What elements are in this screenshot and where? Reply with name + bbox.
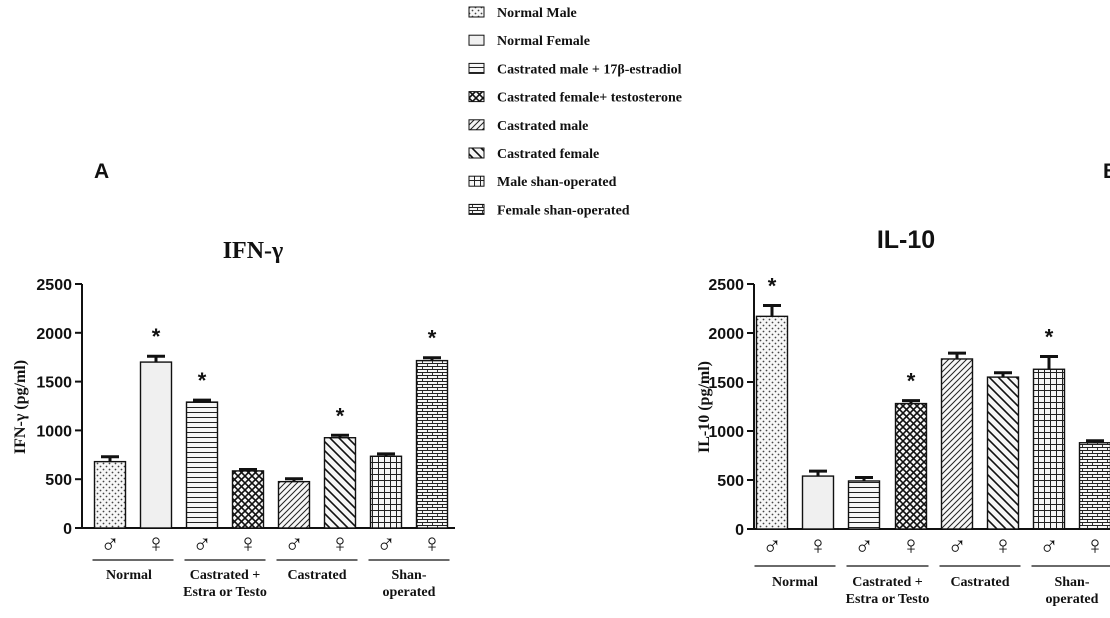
ifn-gamma-group-label: Estra or Testo: [183, 585, 267, 600]
il10-y-tick-label: 1500: [708, 375, 744, 392]
legend-swatch-normal-male: [469, 7, 484, 17]
il10-bar-male-shan-operated: [1034, 369, 1065, 529]
il10-significance-asterisk: *: [768, 274, 777, 299]
il10-group-label: Shan-: [1054, 575, 1089, 590]
il10-y-tick-label: 500: [717, 473, 744, 490]
male-symbol: ♂: [284, 528, 304, 558]
male-symbol: ♂: [854, 530, 874, 560]
ifn-gamma-significance-asterisk: *: [428, 326, 437, 351]
legend-swatch-normal-female: [469, 35, 484, 45]
legend-swatch-female-shan-operated: [469, 204, 484, 214]
il10-bar-female-shan-operated: [1080, 443, 1110, 529]
il10-bar-castrated-female: [988, 377, 1019, 529]
il10-y-tick-label: 0: [735, 522, 744, 539]
il10-bar-castrated-male: [942, 359, 973, 529]
ifn-gamma-significance-asterisk: *: [336, 403, 345, 428]
il10-group-label: Estra or Testo: [846, 592, 930, 607]
ifn-gamma-bar-normal-male: [95, 462, 126, 528]
ifn-gamma-bar-male-shan-operated: [371, 456, 402, 528]
il10-title: IL-10: [877, 226, 935, 254]
panel-b-label: B: [1103, 160, 1110, 183]
female-symbol: ♀: [808, 530, 828, 560]
female-symbol: ♀: [901, 530, 921, 560]
il10-y-tick-label: 1000: [708, 424, 744, 441]
male-symbol: ♂: [192, 528, 212, 558]
female-symbol: ♀: [422, 528, 442, 558]
ifn-gamma-y-tick-label: 2500: [36, 277, 72, 294]
female-symbol: ♀: [1085, 530, 1105, 560]
ifn-gamma-group-label: operated: [383, 585, 436, 600]
female-symbol: ♀: [330, 528, 350, 558]
legend-label-castrated-male: Castrated male: [497, 119, 588, 134]
female-symbol: ♀: [238, 528, 258, 558]
il10-group-label: Normal: [772, 575, 818, 590]
legend-swatch-castrated-male: [469, 120, 484, 130]
legend-label-male-shan-operated: Male shan-operated: [497, 175, 617, 190]
il10-y-tick-label: 2000: [708, 326, 744, 343]
il10-significance-asterisk: *: [1045, 325, 1054, 350]
male-symbol: ♂: [947, 530, 967, 560]
ifn-gamma-group-label: Castrated: [287, 568, 346, 583]
legend: Normal Male Normal Female Castrated male +…: [469, 6, 682, 218]
il10-group-label: Castrated +: [852, 575, 923, 590]
panel-a-label: A: [94, 160, 109, 183]
ifn-gamma-y-tick-label: 1000: [36, 423, 72, 440]
ifn-gamma-bar-castrated-male-17-estradiol: [187, 402, 218, 528]
ifn-gamma-significance-asterisk: *: [198, 368, 207, 393]
il10-bar-castrated-female-testosterone: [896, 404, 927, 529]
legend-label-castrated-male-17-estradiol: Castrated male + 17β-estradiol: [497, 62, 682, 77]
legend-label-normal-male: Normal Male: [497, 6, 577, 21]
ifn-gamma-significance-asterisk: *: [152, 324, 161, 349]
ifn-gamma-bar-female-shan-operated: [417, 361, 448, 528]
legend-swatch-castrated-female-testosterone: [469, 92, 484, 102]
ifn-gamma-group-label: Normal: [106, 568, 152, 583]
legend-label-female-shan-operated: Female shan-operated: [497, 203, 630, 218]
ifn-gamma-y-axis-label: IFN-γ (pg/ml): [12, 360, 29, 454]
male-symbol: ♂: [762, 530, 782, 560]
il10-panel: IL-10 IL-10 (pg/ml) 05001000150020002500…: [696, 226, 1110, 607]
ifn-gamma-y-tick-label: 500: [45, 472, 72, 489]
ifn-gamma-y-tick-label: 0: [63, 521, 72, 538]
female-symbol: ♀: [993, 530, 1013, 560]
ifn-gamma-y-tick-label: 2000: [36, 326, 72, 343]
legend-swatch-castrated-male-17-estradiol: [469, 63, 484, 73]
il10-bar-castrated-male-17-estradiol: [849, 481, 880, 529]
male-symbol: ♂: [1039, 530, 1059, 560]
ifn-gamma-panel: IFN-γ IFN-γ (pg/ml) 0 500 1000 1500 2000 2500…: [12, 238, 455, 600]
ifn-gamma-bar-castrated-male: [279, 482, 310, 528]
legend-swatch-castrated-female: [469, 148, 484, 158]
male-symbol: ♂: [100, 528, 120, 558]
il10-group-label: Castrated: [950, 575, 1009, 590]
il10-bar-normal-male: [757, 316, 788, 529]
ifn-gamma-bar-castrated-female-testosterone: [233, 471, 264, 528]
ifn-gamma-y-tick-label: 1500: [36, 375, 72, 392]
ifn-gamma-group-label: Castrated +: [190, 568, 261, 583]
ifn-gamma-bar-normal-female: [141, 362, 172, 528]
ifn-gamma-title: IFN-γ: [223, 238, 284, 264]
legend-label-normal-female: Normal Female: [497, 34, 590, 49]
male-symbol: ♂: [376, 528, 396, 558]
legend-swatch-male-shan-operated: [469, 176, 484, 186]
legend-label-castrated-female: Castrated female: [497, 147, 599, 162]
ifn-gamma-group-label: Shan-: [391, 568, 426, 583]
female-symbol: ♀: [146, 528, 166, 558]
il10-significance-asterisk: *: [907, 369, 916, 394]
ifn-gamma-bar-castrated-female: [325, 438, 356, 528]
il10-y-tick-label: 2500: [708, 277, 744, 294]
il10-group-label: operated: [1046, 592, 1099, 607]
legend-label-castrated-female-testosterone: Castrated female+ testosterone: [497, 91, 682, 106]
il10-bar-normal-female: [803, 476, 834, 529]
